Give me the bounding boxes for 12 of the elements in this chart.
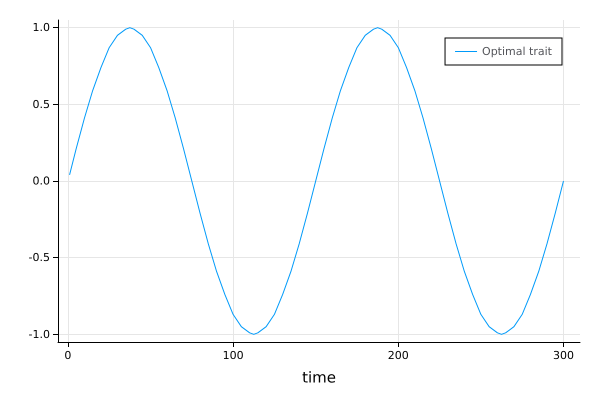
y-tick-label: 1.0 [32, 21, 50, 34]
y-tick-label: -1.0 [28, 328, 50, 341]
y-tick-label: 0.5 [32, 98, 50, 111]
x-tick-label: 200 [388, 349, 409, 362]
x-tick-label: 0 [64, 349, 72, 362]
y-tick-label: -0.5 [28, 251, 50, 264]
y-tick-label: 0.0 [32, 174, 50, 188]
x-tick-label: 300 [552, 349, 574, 362]
legend-label: Optimal trait [482, 45, 553, 58]
line-series [69, 27, 564, 335]
x-tick-label: 100 [222, 349, 244, 362]
x-axis-title: time [302, 368, 336, 386]
